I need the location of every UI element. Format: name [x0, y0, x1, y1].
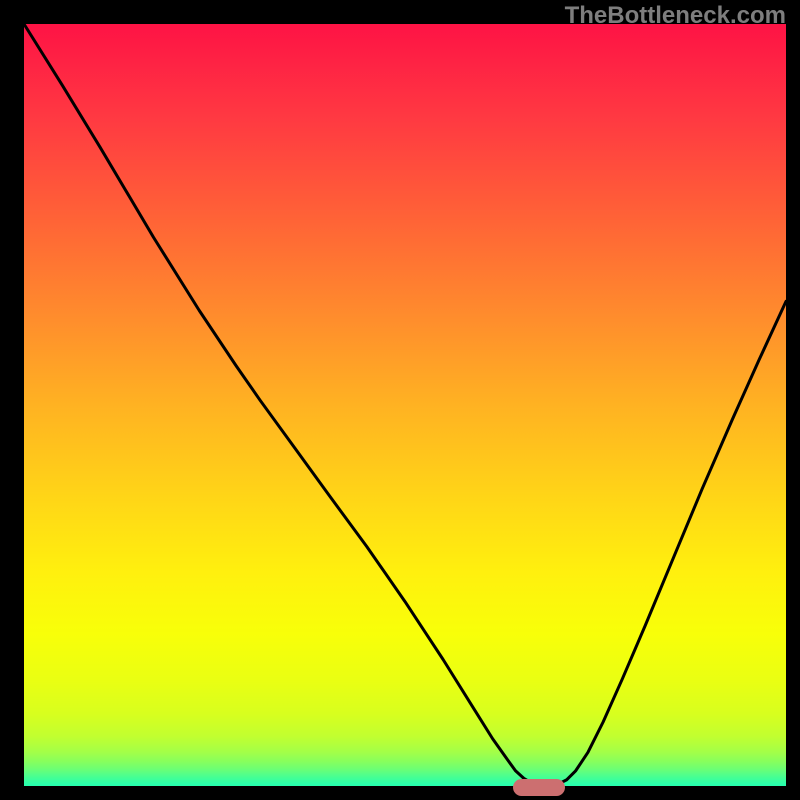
optimal-marker — [513, 779, 565, 796]
curve-path — [24, 24, 786, 786]
watermark-text: TheBottleneck.com — [565, 2, 786, 30]
bottleneck-curve — [24, 24, 786, 786]
chart-root: TheBottleneck.com — [0, 0, 800, 800]
plot-area — [24, 24, 786, 786]
